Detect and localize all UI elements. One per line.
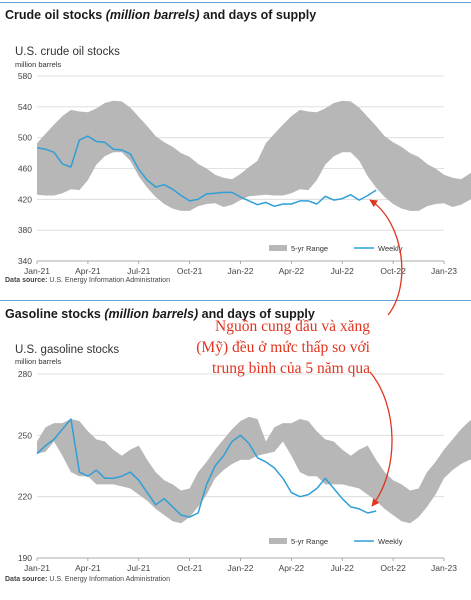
x-tick-label: Jan-23 <box>431 266 457 276</box>
weekly-series-line <box>36 135 377 208</box>
x-tick-label: Jan-22 <box>228 266 254 276</box>
x-tick-label: Apr-22 <box>279 563 305 573</box>
y-tick-label: 190 <box>18 553 32 563</box>
y-tick-label: 420 <box>18 194 32 204</box>
legend-weekly-label: Weekly <box>378 244 403 253</box>
x-tick-label: Jan-21 <box>24 563 50 573</box>
crude-oil-chart: U.S. crude oil stocks million barrels 340 3… <box>5 46 471 284</box>
x-tick-label: Oct-22 <box>380 563 406 573</box>
x-tick-label: Jan-23 <box>431 563 457 573</box>
annotation-line: (Mỹ) đều ở mức thấp so với <box>196 339 370 356</box>
x-tick-label: Jul-22 <box>331 266 354 276</box>
chart-title: U.S. crude oil stocks <box>15 46 120 58</box>
x-tick-label: Jan-22 <box>228 563 254 573</box>
x-tick-label: Oct-21 <box>177 563 203 573</box>
y-tick-label: 280 <box>18 369 32 379</box>
legend-weekly-label: Weekly <box>378 537 403 546</box>
x-tick-label: Apr-21 <box>75 266 101 276</box>
x-tick-label: Jul-22 <box>331 563 354 573</box>
y-tick-label: 460 <box>18 164 32 174</box>
panel-top-rule <box>0 2 471 3</box>
legend-range-label: 5-yr Range <box>291 244 328 253</box>
annotation-text: Nguồn cung dầu và xăng (Mỹ) đều ở mức th… <box>170 316 370 379</box>
y-tick-label: 340 <box>18 256 32 266</box>
five-year-range-band <box>37 100 471 211</box>
x-tick-label: Apr-21 <box>75 563 101 573</box>
y-tick-label: 500 <box>18 133 32 143</box>
x-tick-label: Oct-21 <box>177 266 203 276</box>
annotation-line: Nguồn cung dầu và xăng <box>215 318 370 335</box>
legend-range-swatch <box>269 245 287 251</box>
crude-oil-panel: Crude oil stocks (million barrels) and d… <box>0 2 471 284</box>
y-tick-label: 580 <box>18 71 32 81</box>
legend-range-swatch <box>269 538 287 544</box>
y-tick-label: 250 <box>18 430 32 440</box>
y-unit-label: million barrels <box>15 60 62 69</box>
gasoline-panel-title: Gasoline stocks (million barrels) and da… <box>5 307 315 321</box>
legend-range-label: 5-yr Range <box>291 537 328 546</box>
x-tick-label: Jul-21 <box>127 266 150 276</box>
weekly-series-line <box>36 418 377 518</box>
chart-title: U.S. gasoline stocks <box>15 344 119 356</box>
x-tick-label: Apr-22 <box>279 266 305 276</box>
y-unit-label: million barrels <box>15 357 62 366</box>
y-tick-label: 540 <box>18 102 32 112</box>
y-tick-label: 380 <box>18 225 32 235</box>
crude-panel-title: Crude oil stocks (million barrels) and d… <box>5 8 317 22</box>
annotation-line: trung bình của 5 năm qua <box>212 360 370 377</box>
x-tick-label: Jan-21 <box>24 266 50 276</box>
gasoline-panel: Gasoline stocks (million barrels) and da… <box>0 300 471 600</box>
x-tick-label: Jul-21 <box>127 563 150 573</box>
data-source-note: Data source: U.S. Energy Information Adm… <box>5 277 170 284</box>
y-tick-label: 220 <box>18 492 32 502</box>
five-year-range-band <box>37 416 471 524</box>
panel-bottom-rule <box>0 300 471 301</box>
data-source-note: Data source: U.S. Energy Information Adm… <box>5 576 170 583</box>
x-tick-label: Oct-22 <box>380 266 406 276</box>
